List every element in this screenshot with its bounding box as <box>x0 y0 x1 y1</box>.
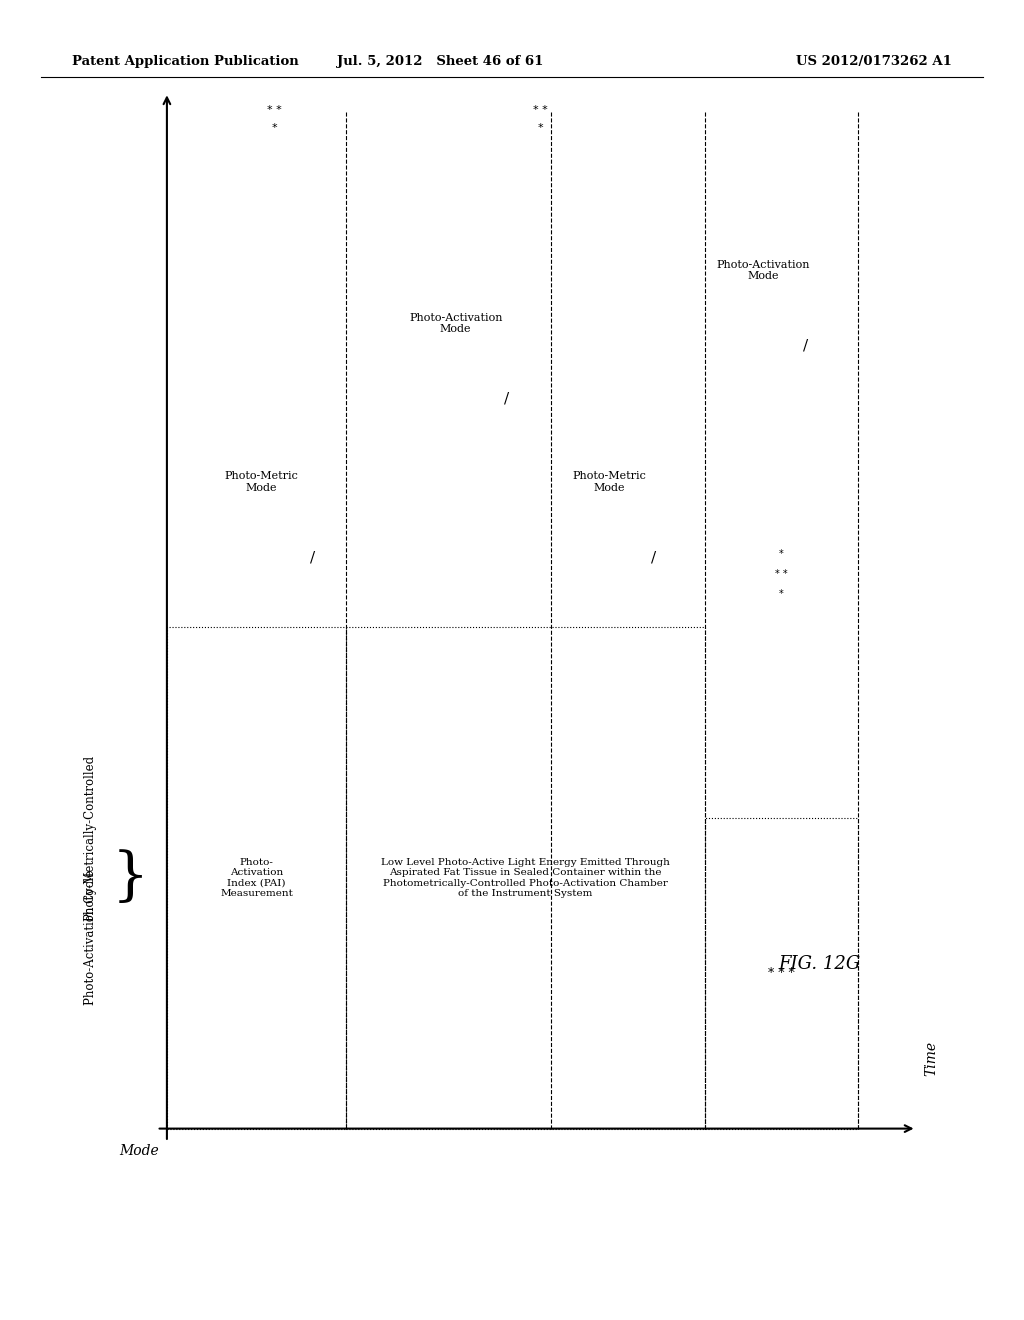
Text: Jul. 5, 2012   Sheet 46 of 61: Jul. 5, 2012 Sheet 46 of 61 <box>337 55 544 69</box>
Text: *: * <box>779 549 783 560</box>
Text: * *: * * <box>775 569 787 579</box>
Text: Photo-Activation
Mode: Photo-Activation Mode <box>716 260 810 281</box>
Text: /: / <box>504 392 510 405</box>
Text: * * *: * * * <box>768 968 795 979</box>
Text: *: * <box>538 123 544 133</box>
Bar <box>346 627 705 1129</box>
Text: Photo-Metric
Mode: Photo-Metric Mode <box>572 471 646 492</box>
Text: *: * <box>271 123 278 133</box>
Text: Photo-Metrically-Controlled: Photo-Metrically-Controlled <box>84 755 96 921</box>
Text: Low Level Photo-Active Light Energy Emitted Through
Aspirated Fat Tissue in Seal: Low Level Photo-Active Light Energy Emit… <box>381 858 670 898</box>
Text: Photo-Activation Cycle: Photo-Activation Cycle <box>84 870 96 1005</box>
Text: Mode: Mode <box>119 1144 159 1159</box>
Text: FIG. 12G: FIG. 12G <box>778 954 860 973</box>
Text: Photo-
Activation
Index (PAI)
Measurement: Photo- Activation Index (PAI) Measuremen… <box>220 858 293 898</box>
Bar <box>705 818 858 1129</box>
Text: * *: * * <box>534 104 548 115</box>
Text: *: * <box>779 589 783 599</box>
Text: Patent Application Publication: Patent Application Publication <box>72 55 298 69</box>
Text: * *: * * <box>267 104 282 115</box>
Text: }: } <box>112 850 148 906</box>
Text: US 2012/0173262 A1: US 2012/0173262 A1 <box>797 55 952 69</box>
Text: /: / <box>650 550 656 564</box>
Text: Time: Time <box>925 1040 939 1076</box>
Text: Photo-Metric
Mode: Photo-Metric Mode <box>224 471 298 492</box>
Text: /: / <box>803 339 809 352</box>
Bar <box>167 627 346 1129</box>
Text: Photo-Activation
Mode: Photo-Activation Mode <box>409 313 503 334</box>
Text: /: / <box>309 550 315 564</box>
